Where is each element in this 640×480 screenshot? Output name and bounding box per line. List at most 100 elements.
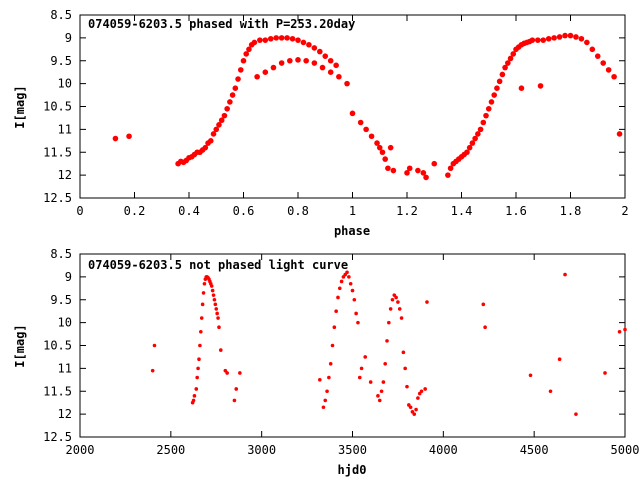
data-point [267,35,274,42]
data-point [425,300,429,304]
data-point [359,366,364,371]
data-point [196,366,200,371]
x-axis-label: hjd0 [338,463,367,477]
x-tick-label: 0 [76,204,83,218]
y-tick-label: 9 [65,31,72,45]
data-point [348,281,353,286]
unphased-light-curve-plot: 074059-6203.5 not phased light curve hjd… [13,247,639,477]
data-point [306,41,312,48]
data-point [423,387,427,391]
y-tick-label: 12 [58,168,72,182]
data-point [445,172,451,178]
data-point [327,375,331,380]
x-tick-label: 4000 [429,443,458,457]
data-point [332,325,337,330]
y-tick-label: 12.5 [43,430,72,444]
y-tick-label: 11.5 [43,384,72,398]
data-point [311,45,318,51]
data-point [377,398,382,403]
y-tick-label: 10 [58,316,72,330]
data-point [423,174,429,181]
data-point [481,302,486,307]
y-tick-label: 9.5 [50,54,72,68]
data-point [300,39,307,46]
x-tick-label: 5000 [611,443,640,457]
y-tick-label: 11.5 [43,145,72,159]
data-point [350,288,355,293]
data-point [235,76,241,82]
data-point [201,291,206,295]
data-point [152,343,157,348]
data-point [548,389,553,394]
data-point [321,405,326,410]
data-point [333,62,339,69]
data-point [401,350,406,355]
data-point [287,57,293,64]
data-point [376,144,383,151]
data-point [387,144,394,151]
x-tick-label: 0.4 [178,204,200,218]
data-point [485,105,492,112]
data-point [317,48,323,55]
data-point [496,78,503,85]
x-tick-label: 2500 [156,443,185,457]
data-point [349,110,356,117]
data-point [466,144,473,151]
data-point [327,57,334,64]
data-point [540,37,547,43]
data-point [210,288,215,293]
data-point [488,99,495,105]
axis-ticks: 0 0.2 0.4 0.6 0.8 1 1.2 1.4 1.6 1.8 2 8.5 9 9.5 10 10.5… [43,8,629,218]
data-point [416,396,420,400]
data-point [388,307,393,311]
data-point [208,138,214,144]
data-point [227,99,233,105]
data-point [368,133,375,140]
data-point [420,170,427,176]
data-point [319,64,326,71]
data-point [510,51,517,57]
data-point [322,53,329,59]
data-point [194,387,199,391]
data-point [216,122,222,128]
data-point [215,311,219,316]
x-tick-label: 3500 [338,443,367,457]
data-point [363,126,369,133]
data-point [325,389,329,394]
data-point [518,85,525,91]
data-point [469,140,476,146]
plot-title: 074059-6203.5 phased with P=253.20day [88,17,355,31]
data-point [594,53,601,59]
axis-ticks: 2000 2500 3000 3500 4000 4500 5000 8.5 9 9.5 10 10.… [43,247,639,457]
data-point [254,73,260,80]
data-point [216,316,220,320]
data-point [347,275,351,279]
x-tick-label: 4500 [520,443,549,457]
data-point [234,387,239,391]
data-point [483,112,489,119]
data-point [529,37,536,43]
data-point [289,35,296,42]
y-tick-label: 12.5 [43,191,72,205]
x-tick-label: 1.4 [451,204,473,218]
data-point [537,83,544,89]
data-point [505,60,511,66]
data-point [337,286,342,291]
data-point [303,57,309,64]
plot-title: 074059-6203.5 not phased light curve [88,258,348,272]
data-point [202,144,209,151]
data-point [382,156,389,162]
x-tick-label: 1.8 [560,204,582,218]
data-points [150,270,627,416]
data-point [198,343,202,348]
data-point [528,373,533,378]
data-point [404,170,410,176]
data-point [556,34,563,40]
data-point [336,295,340,300]
data-point [480,119,487,126]
data-point [415,167,421,174]
data-point [251,39,258,46]
data-point [270,64,277,71]
